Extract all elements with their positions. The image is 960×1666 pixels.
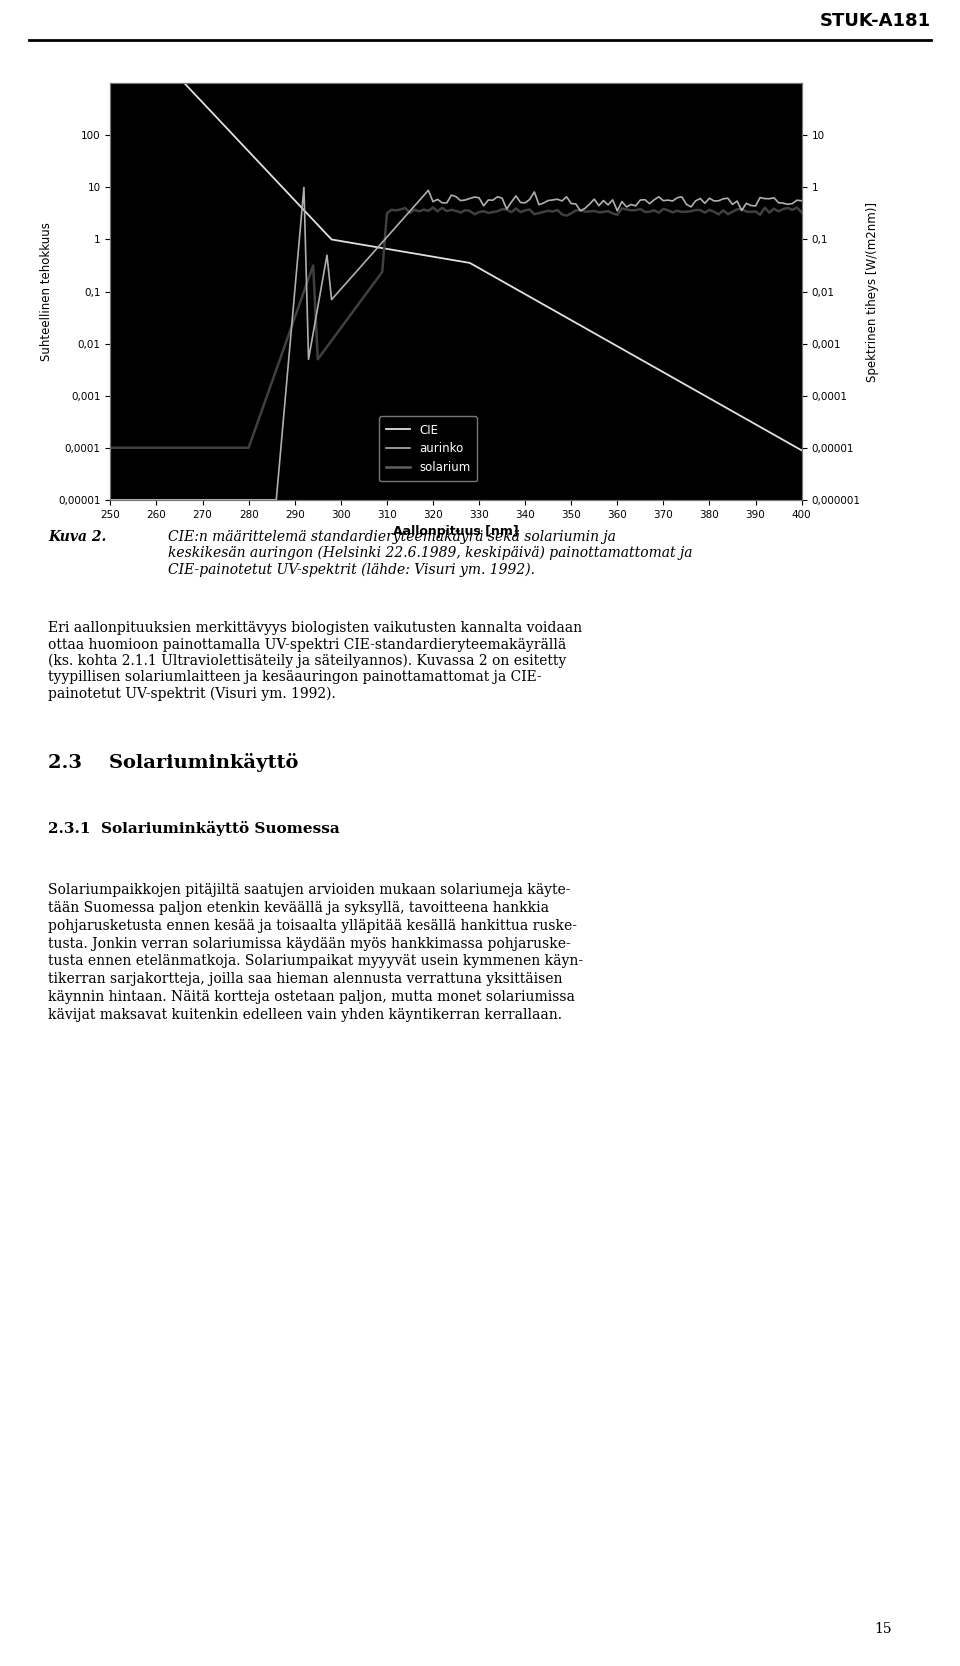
Text: CIE:n määrittelemä standardieryteemakäyrä sekä solariumin ja
keskikesän auringon: CIE:n määrittelemä standardieryteemakäyr…	[168, 530, 692, 576]
Text: Eri aallonpituuksien merkittävyys biologisten vaikutusten kannalta voidaan
ottaa: Eri aallonpituuksien merkittävyys biolog…	[48, 621, 582, 701]
Text: 15: 15	[875, 1623, 892, 1636]
Text: Solariumpaikkojen pitäjiltä saatujen arvioiden mukaan solariumeja käyte-
tään Su: Solariumpaikkojen pitäjiltä saatujen arv…	[48, 883, 583, 1021]
Text: 2.3    Solariuminkäyttö: 2.3 Solariuminkäyttö	[48, 753, 299, 771]
Text: STUK-A181: STUK-A181	[820, 12, 931, 30]
Y-axis label: Suhteellinen tehokkuus: Suhteellinen tehokkuus	[39, 222, 53, 362]
Legend: CIE, aurinko, solarium: CIE, aurinko, solarium	[379, 416, 477, 481]
X-axis label: Aallonpituus [nm]: Aallonpituus [nm]	[394, 525, 518, 538]
Y-axis label: Spektrinen tiheys [W/(m2nm)]: Spektrinen tiheys [W/(m2nm)]	[866, 202, 878, 382]
Text: 2.3.1  Solariuminkäyttö Suomessa: 2.3.1 Solariuminkäyttö Suomessa	[48, 821, 340, 836]
Text: Kuva 2.: Kuva 2.	[48, 530, 107, 543]
